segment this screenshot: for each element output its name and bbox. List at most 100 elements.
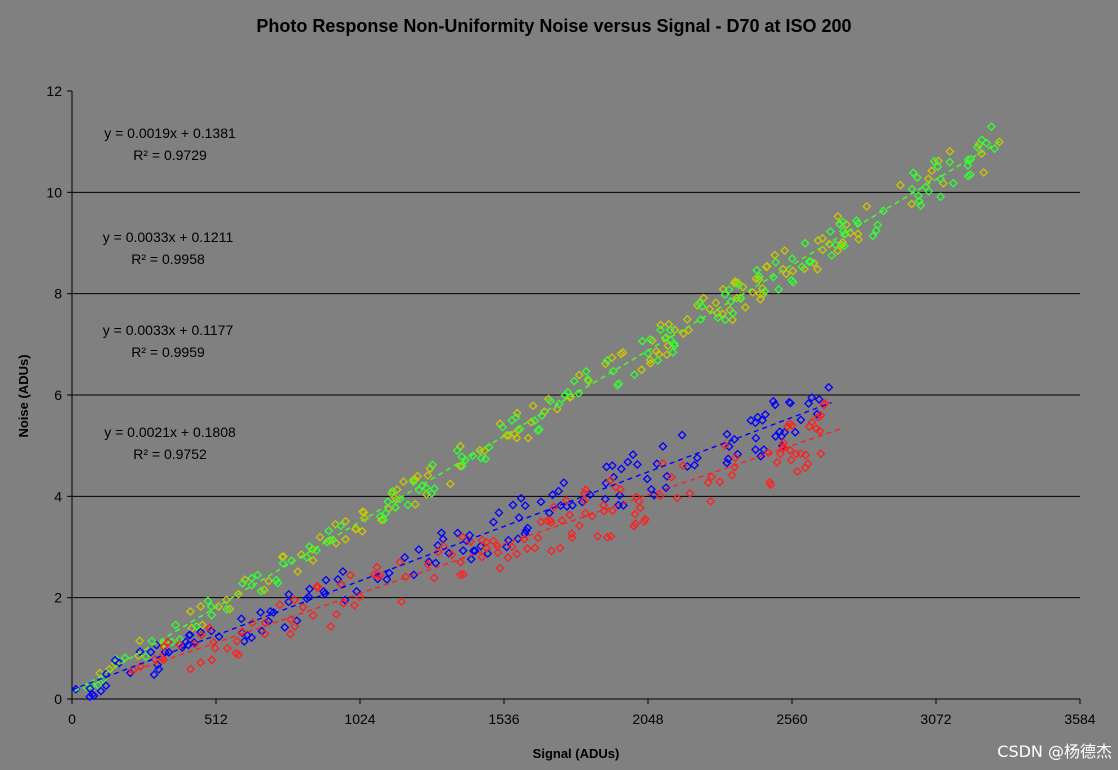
data-point [287, 556, 297, 566]
data-point [730, 453, 740, 463]
data-point [345, 570, 355, 580]
data-point [766, 480, 776, 490]
data-point [560, 390, 570, 400]
r-squared-label: R² = 0.9958 [131, 251, 205, 267]
data-point [581, 366, 591, 376]
data-point [753, 412, 763, 422]
data-point [395, 557, 405, 567]
data-point [868, 231, 878, 241]
data-point [799, 264, 810, 274]
data-point [237, 627, 247, 637]
data-point [171, 620, 181, 630]
data-point [833, 211, 843, 221]
data-point [324, 526, 334, 536]
data-point [724, 285, 734, 295]
data-point [528, 401, 538, 411]
data-point [977, 149, 987, 159]
data-point [774, 284, 784, 294]
data-point [602, 532, 612, 542]
data-point [296, 550, 306, 560]
data-point [653, 355, 663, 366]
data-point [853, 229, 863, 239]
data-point [481, 537, 492, 547]
data-point [697, 301, 707, 311]
data-point [729, 434, 739, 444]
data-point [764, 448, 774, 458]
data-point [428, 460, 438, 470]
data-point [458, 546, 468, 556]
data-point [720, 290, 730, 300]
data-point [853, 218, 863, 229]
data-point [425, 464, 435, 474]
data-point [565, 510, 575, 520]
r-squared-label: R² = 0.9752 [133, 446, 207, 462]
data-point [120, 653, 130, 663]
data-point [546, 517, 556, 527]
data-point [483, 548, 493, 558]
data-point [699, 293, 709, 303]
data-point [873, 220, 883, 230]
data-point [851, 216, 862, 226]
data-point [703, 478, 713, 488]
data-point [512, 408, 522, 418]
data-point [751, 274, 761, 284]
data-point [455, 441, 465, 451]
data-point [548, 490, 558, 500]
data-point [545, 396, 555, 406]
data-point [963, 161, 973, 171]
data-point [196, 658, 206, 668]
data-point [792, 467, 802, 477]
data-point [818, 233, 828, 243]
data-point [682, 314, 692, 324]
data-point [787, 420, 797, 431]
data-point [400, 552, 410, 562]
data-point [616, 349, 626, 359]
data-point [819, 400, 829, 410]
data-point [616, 464, 626, 474]
data-point [913, 191, 923, 201]
data-point [438, 534, 448, 544]
data-point [311, 545, 321, 555]
data-point [602, 462, 612, 472]
data-point [293, 567, 303, 577]
data-point [593, 531, 603, 541]
data-point [787, 254, 797, 264]
data-point [516, 493, 526, 503]
data-point [814, 394, 824, 404]
data-point [511, 412, 521, 422]
data-point [839, 241, 849, 251]
data-point [780, 246, 790, 256]
data-point [639, 517, 649, 527]
data-point [433, 547, 443, 557]
data-point [977, 135, 987, 145]
data-point [158, 655, 169, 665]
equation-label: y = 0.0033x + 0.1211 [103, 229, 234, 245]
data-point [189, 638, 199, 648]
data-point [759, 445, 769, 455]
data-point [313, 581, 323, 591]
data-point [285, 629, 295, 639]
data-point [530, 543, 540, 553]
x-tick-label: 2048 [632, 711, 663, 727]
data-point [554, 399, 564, 409]
data-point [330, 519, 341, 529]
data-point [470, 546, 480, 556]
data-point [746, 415, 756, 425]
data-point [488, 517, 498, 527]
data-point [580, 508, 590, 518]
data-point [690, 460, 700, 470]
data-point [806, 257, 816, 267]
data-point [929, 156, 939, 166]
data-point [751, 433, 761, 443]
data-point [340, 534, 350, 544]
data-point [574, 521, 584, 531]
data-point [424, 557, 434, 567]
data-point [466, 554, 476, 564]
data-point [707, 472, 717, 482]
data-point [878, 206, 888, 216]
data-point [409, 570, 419, 580]
data-point [159, 642, 169, 652]
data-point [452, 445, 462, 456]
data-point [523, 523, 533, 533]
data-point [481, 454, 491, 464]
